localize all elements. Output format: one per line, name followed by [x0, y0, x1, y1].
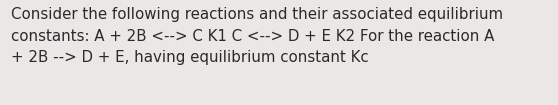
Text: Consider the following reactions and their associated equilibrium
constants: A +: Consider the following reactions and the… — [11, 7, 503, 65]
